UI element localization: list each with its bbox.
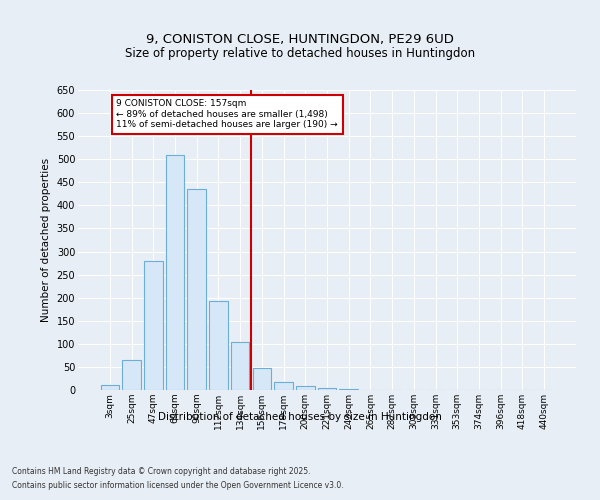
Text: 9, CONISTON CLOSE, HUNTINGDON, PE29 6UD: 9, CONISTON CLOSE, HUNTINGDON, PE29 6UD xyxy=(146,32,454,46)
Text: Contains public sector information licensed under the Open Government Licence v3: Contains public sector information licen… xyxy=(12,481,344,490)
Bar xyxy=(187,189,206,390)
Bar xyxy=(122,360,141,390)
Text: Contains HM Land Registry data © Crown copyright and database right 2025.: Contains HM Land Registry data © Crown c… xyxy=(12,468,311,476)
Bar xyxy=(166,154,184,390)
Text: Distribution of detached houses by size in Huntingdon: Distribution of detached houses by size … xyxy=(158,412,442,422)
Bar xyxy=(144,261,163,390)
Bar xyxy=(296,386,314,390)
Bar xyxy=(318,388,336,390)
Bar xyxy=(209,301,227,390)
Bar xyxy=(274,382,293,390)
Bar xyxy=(231,342,250,390)
Bar xyxy=(253,368,271,390)
Bar xyxy=(340,389,358,390)
Text: Size of property relative to detached houses in Huntingdon: Size of property relative to detached ho… xyxy=(125,48,475,60)
Y-axis label: Number of detached properties: Number of detached properties xyxy=(41,158,51,322)
Bar xyxy=(101,386,119,390)
Text: 9 CONISTON CLOSE: 157sqm
← 89% of detached houses are smaller (1,498)
11% of sem: 9 CONISTON CLOSE: 157sqm ← 89% of detach… xyxy=(116,99,338,129)
